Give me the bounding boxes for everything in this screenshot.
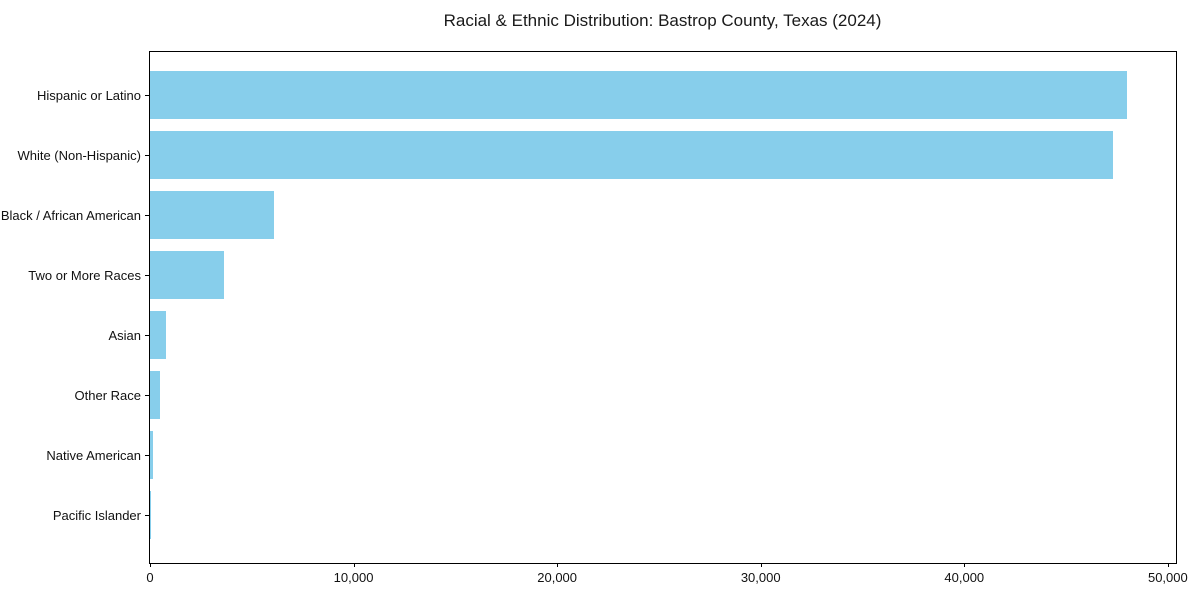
x-tick-label: 30,000 (740, 570, 781, 585)
y-tick-mark (145, 454, 149, 456)
bar (150, 251, 225, 299)
y-tick-label: White (Non-Hispanic) (17, 147, 141, 163)
x-tick-mark (353, 563, 355, 567)
bar-row (150, 425, 1176, 485)
x-tick-label: 40,000 (944, 570, 985, 585)
y-axis-labels: Hispanic or Latino White (Non-Hispanic) Bl… (0, 52, 141, 563)
y-tick-label: Other Race (74, 387, 141, 403)
bar-row (150, 305, 1176, 365)
bars-layer (150, 52, 1176, 563)
y-tick-label: Pacific Islander (52, 507, 141, 523)
x-tick-mark (760, 563, 762, 567)
y-tick-label: Native American (46, 447, 141, 463)
y-tick-mark (145, 394, 149, 396)
x-tick-label: 50,000 (1147, 570, 1188, 585)
x-tick-label: 20,000 (537, 570, 578, 585)
x-tick-mark (557, 563, 559, 567)
chart-title: Racial & Ethnic Distribution: Bastrop Co… (443, 11, 882, 30)
bar (150, 311, 167, 359)
y-tick-mark (145, 334, 149, 336)
x-axis: 0 10,000 20,000 30,000 40,000 50,000 (146, 563, 1188, 593)
bar-row (150, 485, 1176, 545)
x-tick-label: 10,000 (333, 570, 374, 585)
bar-row (150, 65, 1176, 125)
bar (150, 131, 1113, 179)
x-tick-mark (150, 563, 151, 567)
bar-row (150, 125, 1176, 185)
bar (150, 431, 154, 479)
bar (150, 491, 151, 539)
bar-row (150, 185, 1176, 245)
x-tick-mark (1167, 563, 1169, 567)
y-tick-label: Asian (108, 327, 141, 343)
bar-row (150, 245, 1176, 305)
x-tick-mark (964, 563, 966, 567)
y-tick-mark (145, 274, 149, 276)
bar (150, 191, 275, 239)
x-tick-label: 0 (146, 570, 154, 585)
y-tick-label: Hispanic or Latino (36, 87, 141, 103)
y-axis-ticks (145, 52, 149, 563)
y-tick-mark (145, 154, 149, 156)
y-tick-label: Two or More Races (28, 267, 141, 283)
y-tick-label: Black / African American (0, 207, 141, 223)
bar-row (150, 365, 1176, 425)
y-tick-mark (145, 514, 149, 516)
bar (150, 371, 161, 419)
y-tick-mark (145, 94, 149, 96)
plot-area (149, 51, 1177, 564)
bar (150, 71, 1128, 119)
y-tick-mark (145, 214, 149, 216)
